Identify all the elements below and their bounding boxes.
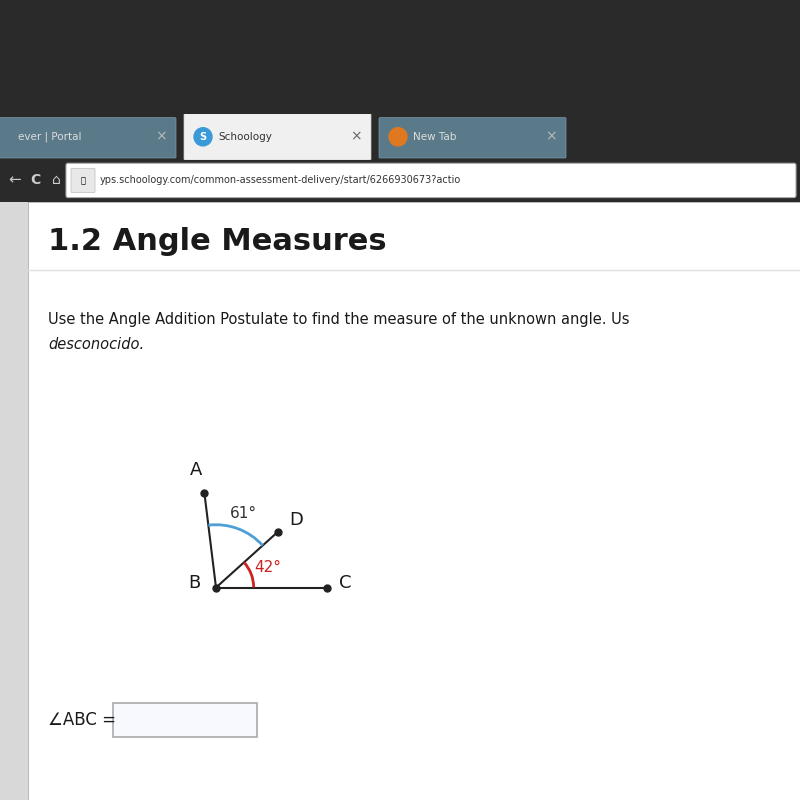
Text: ×: ×: [545, 130, 557, 144]
Point: [271, 526, 284, 538]
Text: A: A: [190, 461, 202, 478]
Text: ×: ×: [350, 130, 362, 144]
Text: yps.schoology.com/common-assessment-delivery/start/6266930673?actio: yps.schoology.com/common-assessment-deli…: [100, 175, 462, 186]
FancyBboxPatch shape: [66, 163, 796, 198]
Text: desconocido.: desconocido.: [48, 337, 144, 352]
Text: New Tab: New Tab: [413, 132, 456, 142]
Text: ∠ABC =: ∠ABC =: [48, 711, 116, 729]
Text: 1.2 Angle Measures: 1.2 Angle Measures: [48, 227, 386, 256]
FancyBboxPatch shape: [184, 114, 371, 160]
FancyBboxPatch shape: [113, 703, 257, 737]
FancyBboxPatch shape: [0, 202, 28, 800]
Text: 42°: 42°: [254, 560, 282, 575]
Text: 📄: 📄: [81, 176, 86, 185]
Text: B: B: [188, 574, 200, 591]
Text: Use the Angle Addition Postulate to find the measure of the unknown angle. Us: Use the Angle Addition Postulate to find…: [48, 312, 630, 327]
Text: ever | Portal: ever | Portal: [18, 131, 82, 142]
Text: ×: ×: [155, 130, 167, 144]
Text: D: D: [289, 511, 302, 529]
FancyBboxPatch shape: [379, 118, 566, 158]
FancyBboxPatch shape: [71, 168, 95, 193]
FancyBboxPatch shape: [28, 202, 800, 800]
Text: ←: ←: [8, 173, 21, 188]
Circle shape: [389, 128, 407, 146]
Point: [210, 581, 222, 594]
Circle shape: [194, 128, 212, 146]
Point: [321, 581, 334, 594]
FancyBboxPatch shape: [0, 118, 176, 158]
Text: ⌂: ⌂: [52, 174, 61, 187]
Text: C: C: [338, 574, 351, 591]
Text: S: S: [199, 132, 206, 142]
Text: 61°: 61°: [230, 506, 257, 522]
Point: [198, 486, 210, 499]
Text: C: C: [30, 174, 40, 187]
Text: Schoology: Schoology: [218, 132, 272, 142]
